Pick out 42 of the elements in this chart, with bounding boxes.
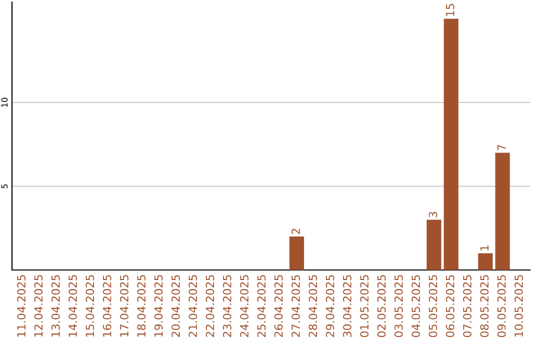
x-tick-label: 01.05.2025 (360, 275, 369, 338)
x-tick-label: 15.04.2025 (86, 275, 94, 337)
bar (444, 18, 458, 270)
x-tick-label: 20.04.2025 (171, 275, 180, 337)
x-tick-label: 27.04.2025 (292, 275, 300, 337)
x-tick-label: 09.05.2025 (497, 275, 506, 338)
x-tick-label: 25.04.2025 (257, 275, 266, 337)
x-tick-label: 05.05.2025 (428, 275, 438, 338)
data-label: 7 (498, 144, 506, 150)
x-tick-label: 28.04.2025 (308, 275, 318, 337)
bar (495, 152, 510, 270)
x-tick-label: 03.05.2025 (394, 275, 403, 338)
x-tick-label: 10.05.2025 (514, 275, 523, 337)
x-tick-label: 13.04.2025 (51, 275, 60, 337)
x-tick-label: 18.04.2025 (137, 275, 146, 337)
data-label: 3 (428, 212, 438, 218)
x-tick-label: 14.04.2025 (68, 275, 77, 337)
bar (478, 253, 493, 270)
x-tick-label: 26.04.2025 (274, 275, 283, 337)
x-tick-label: 23.04.2025 (222, 275, 232, 337)
y-tick-label: 10 (1, 98, 8, 107)
x-tick-label: 08.05.2025 (480, 275, 489, 338)
x-tick-label: 16.04.2025 (102, 275, 112, 337)
bar (289, 236, 304, 270)
x-tick-label: 24.04.2025 (240, 275, 248, 337)
x-tick-label: 11.04.2025 (17, 275, 26, 337)
x-tick-label: 19.04.2025 (154, 275, 163, 337)
x-tick-label: 30.04.2025 (343, 275, 352, 337)
bar (426, 220, 442, 270)
data-label: 2 (292, 228, 300, 234)
x-tick-label: 04.05.2025 (412, 275, 420, 338)
x-tick-label: 29.04.2025 (326, 275, 334, 337)
x-tick-label: 21.04.2025 (188, 275, 198, 337)
data-label: 1 (480, 246, 488, 250)
x-tick-label: 06.05.2025 (446, 275, 454, 338)
x-tick-label: 02.05.2025 (377, 275, 386, 338)
y-tick-label: 5 (1, 184, 8, 188)
x-tick-label: 17.04.2025 (120, 275, 128, 337)
x-tick-label: 07.05.2025 (463, 275, 472, 338)
x-tick-label: 12.04.2025 (34, 275, 43, 337)
x-tick-label: 22.04.2025 (206, 275, 214, 337)
data-label: 15 (446, 4, 454, 16)
